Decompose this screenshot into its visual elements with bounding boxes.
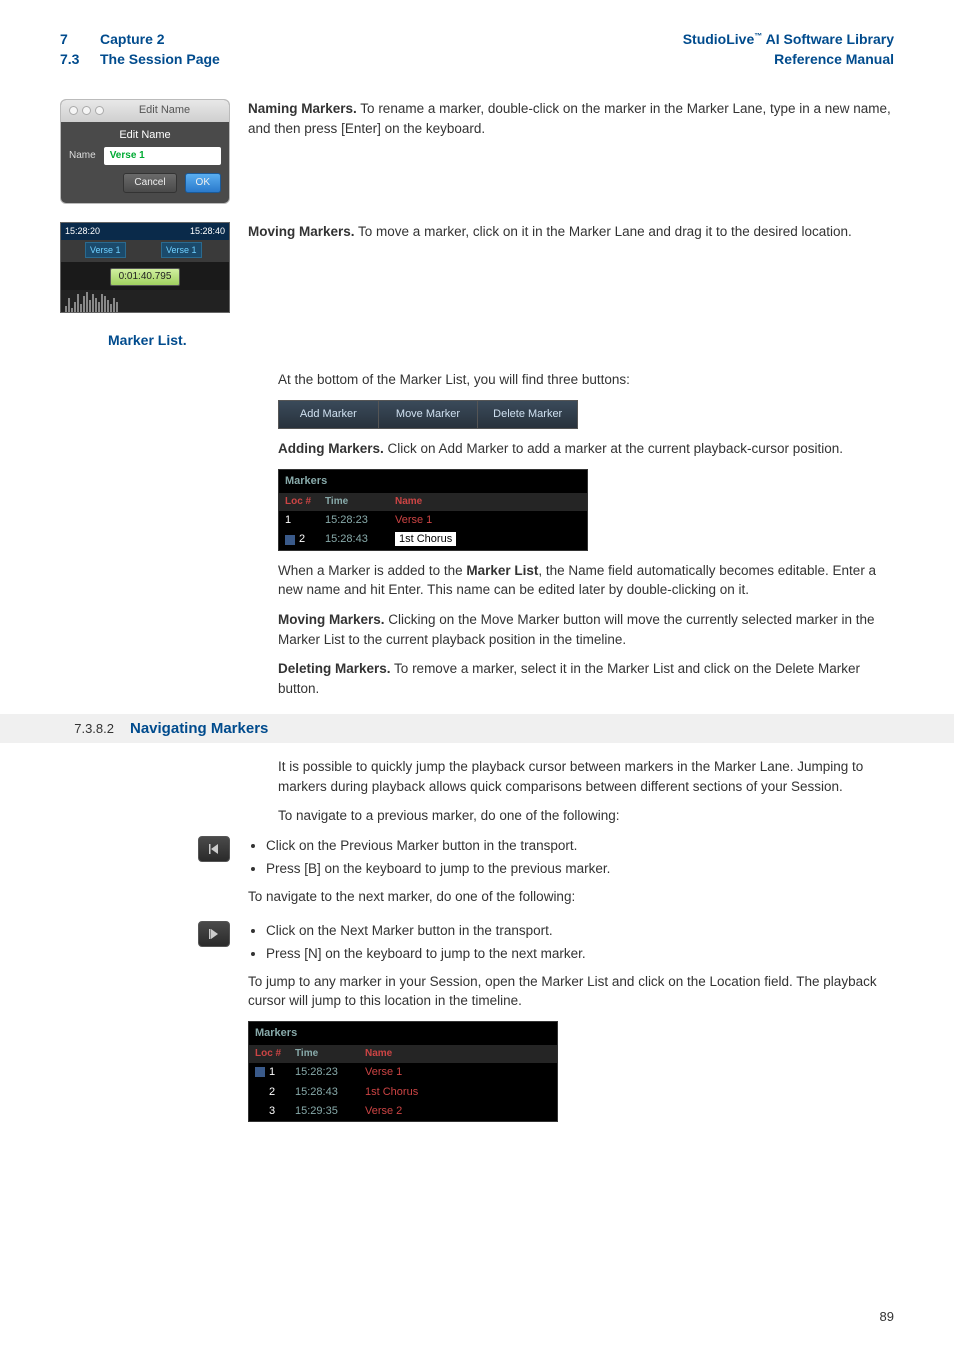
row-time: 15:28:23	[325, 513, 395, 528]
window-dot-icon	[69, 106, 78, 115]
table-row[interactable]: 3 15:29:35 Verse 2	[249, 1102, 557, 1121]
delete-marker-button[interactable]: Delete Marker	[478, 401, 577, 428]
marker-buttons-row: Add Marker Move Marker Delete Marker	[278, 400, 578, 429]
table-row[interactable]: 1 15:28:23 Verse 1	[249, 1063, 557, 1082]
naming-markers-para: Naming Markers. To rename a marker, doub…	[248, 99, 894, 138]
row-selector-icon	[255, 1067, 265, 1077]
nav-jump-para: To jump to any marker in your Session, o…	[248, 972, 894, 1011]
col-name: Name	[365, 1047, 551, 1061]
section-title-1: Capture 2	[100, 31, 165, 47]
section-num-2: 7.3	[60, 50, 100, 70]
prev-marker-button[interactable]	[198, 836, 230, 862]
prev-marker-icon	[208, 843, 220, 855]
move-marker-button[interactable]: Move Marker	[379, 401, 479, 428]
marker-list-intro: At the bottom of the Marker List, you wi…	[278, 370, 894, 390]
row-name-editing[interactable]: 1st Chorus	[395, 532, 456, 546]
row-num: 1	[285, 514, 291, 526]
ruler-time-2: 15:28:40	[190, 225, 225, 238]
table-row[interactable]: 2 15:28:43 1st Chorus	[279, 530, 587, 549]
marker-chip-1[interactable]: Verse 1	[85, 242, 126, 259]
page-header: 7Capture 2 7.3The Session Page StudioLiv…	[60, 30, 894, 69]
col-name: Name	[395, 495, 581, 509]
edit-name-dialog: Edit Name Edit Name Name Verse 1 Cancel …	[60, 99, 230, 204]
col-time: Time	[325, 495, 395, 509]
col-loc: Loc #	[255, 1047, 295, 1061]
nav-next-lead: To navigate to the next marker, do one o…	[248, 887, 894, 907]
waveform-icon	[61, 290, 229, 312]
adding-markers-para: Adding Markers. Click on Add Marker to a…	[278, 439, 894, 459]
bullet-next-2: Press [N] on the keyboard to jump to the…	[266, 944, 894, 964]
row-time: 15:28:43	[295, 1085, 365, 1100]
page-number: 89	[880, 1308, 894, 1326]
markers-table-title: Markers	[249, 1022, 557, 1045]
row-num: 1	[269, 1066, 275, 1078]
row-time: 15:28:43	[325, 532, 395, 547]
section-number: 7.3.8.2	[0, 720, 130, 738]
markers-table-title: Markers	[279, 470, 587, 493]
table-row[interactable]: 1 15:28:23 Verse 1	[279, 511, 587, 530]
row-time: 15:29:35	[295, 1104, 365, 1119]
marker-list-heading: Marker List.	[108, 331, 894, 351]
doc-type: Reference Manual	[683, 50, 894, 70]
bullet-next-1: Click on the Next Marker button in the t…	[266, 921, 894, 941]
markers-table-2: Markers Loc # Time Name 1 15:28:23 Verse…	[248, 1021, 558, 1123]
row-num: 2	[269, 1086, 275, 1098]
row-num: 3	[269, 1105, 275, 1117]
row-selector-icon	[285, 535, 295, 545]
product-name-post: AI Software Library	[762, 31, 894, 47]
section-title: Navigating Markers	[130, 718, 268, 739]
marker-chip-2[interactable]: Verse 1	[161, 242, 202, 259]
row-num: 2	[299, 533, 305, 545]
product-name-pre: StudioLive	[683, 31, 755, 47]
col-time: Time	[295, 1047, 365, 1061]
nav-prev-lead: To navigate to a previous marker, do one…	[278, 806, 894, 826]
dialog-title: Edit Name	[108, 103, 221, 118]
row-name: Verse 1	[365, 1065, 551, 1080]
markers-table-1: Markers Loc # Time Name 1 15:28:23 Verse…	[278, 469, 588, 551]
window-dot-icon	[95, 106, 104, 115]
table-row[interactable]: 2 15:28:43 1st Chorus	[249, 1083, 557, 1102]
nav-intro-para: It is possible to quickly jump the playb…	[278, 757, 894, 796]
window-dot-icon	[82, 106, 91, 115]
dialog-titlebar: Edit Name	[61, 100, 229, 121]
time-counter: 0:01:40.795	[110, 268, 180, 286]
section-heading-bar: 7.3.8.2 Navigating Markers	[0, 714, 954, 743]
row-name: 1st Chorus	[365, 1085, 551, 1100]
moving-markers-2-para: Moving Markers. Clicking on the Move Mar…	[278, 610, 894, 649]
ruler-time-1: 15:28:20	[65, 225, 100, 238]
when-added-para: When a Marker is added to the Marker Lis…	[278, 561, 894, 600]
name-input[interactable]: Verse 1	[104, 147, 221, 165]
section-num-1: 7	[60, 30, 100, 50]
deleting-markers-para: Deleting Markers. To remove a marker, se…	[278, 659, 894, 698]
next-marker-icon	[208, 928, 220, 940]
dialog-body-title: Edit Name	[69, 128, 221, 143]
bullet-prev-1: Click on the Previous Marker button in t…	[266, 836, 894, 856]
header-right: StudioLive™ AI Software Library Referenc…	[683, 30, 894, 69]
ok-button[interactable]: OK	[185, 173, 221, 193]
bullet-prev-2: Press [B] on the keyboard to jump to the…	[266, 859, 894, 879]
header-left: 7Capture 2 7.3The Session Page	[60, 30, 220, 69]
moving-markers-para: Moving Markers. To move a marker, click …	[248, 222, 894, 242]
col-loc: Loc #	[285, 495, 325, 509]
section-title-2: The Session Page	[100, 51, 220, 67]
cancel-button[interactable]: Cancel	[123, 173, 176, 193]
row-name: Verse 1	[395, 513, 581, 528]
add-marker-button[interactable]: Add Marker	[279, 401, 379, 428]
name-label: Name	[69, 149, 96, 163]
next-marker-button[interactable]	[198, 921, 230, 947]
row-time: 15:28:23	[295, 1065, 365, 1080]
row-name: Verse 2	[365, 1104, 551, 1119]
timeline-screenshot: 15:28:20 15:28:40 Verse 1 Verse 1 0:01:4…	[60, 222, 230, 313]
